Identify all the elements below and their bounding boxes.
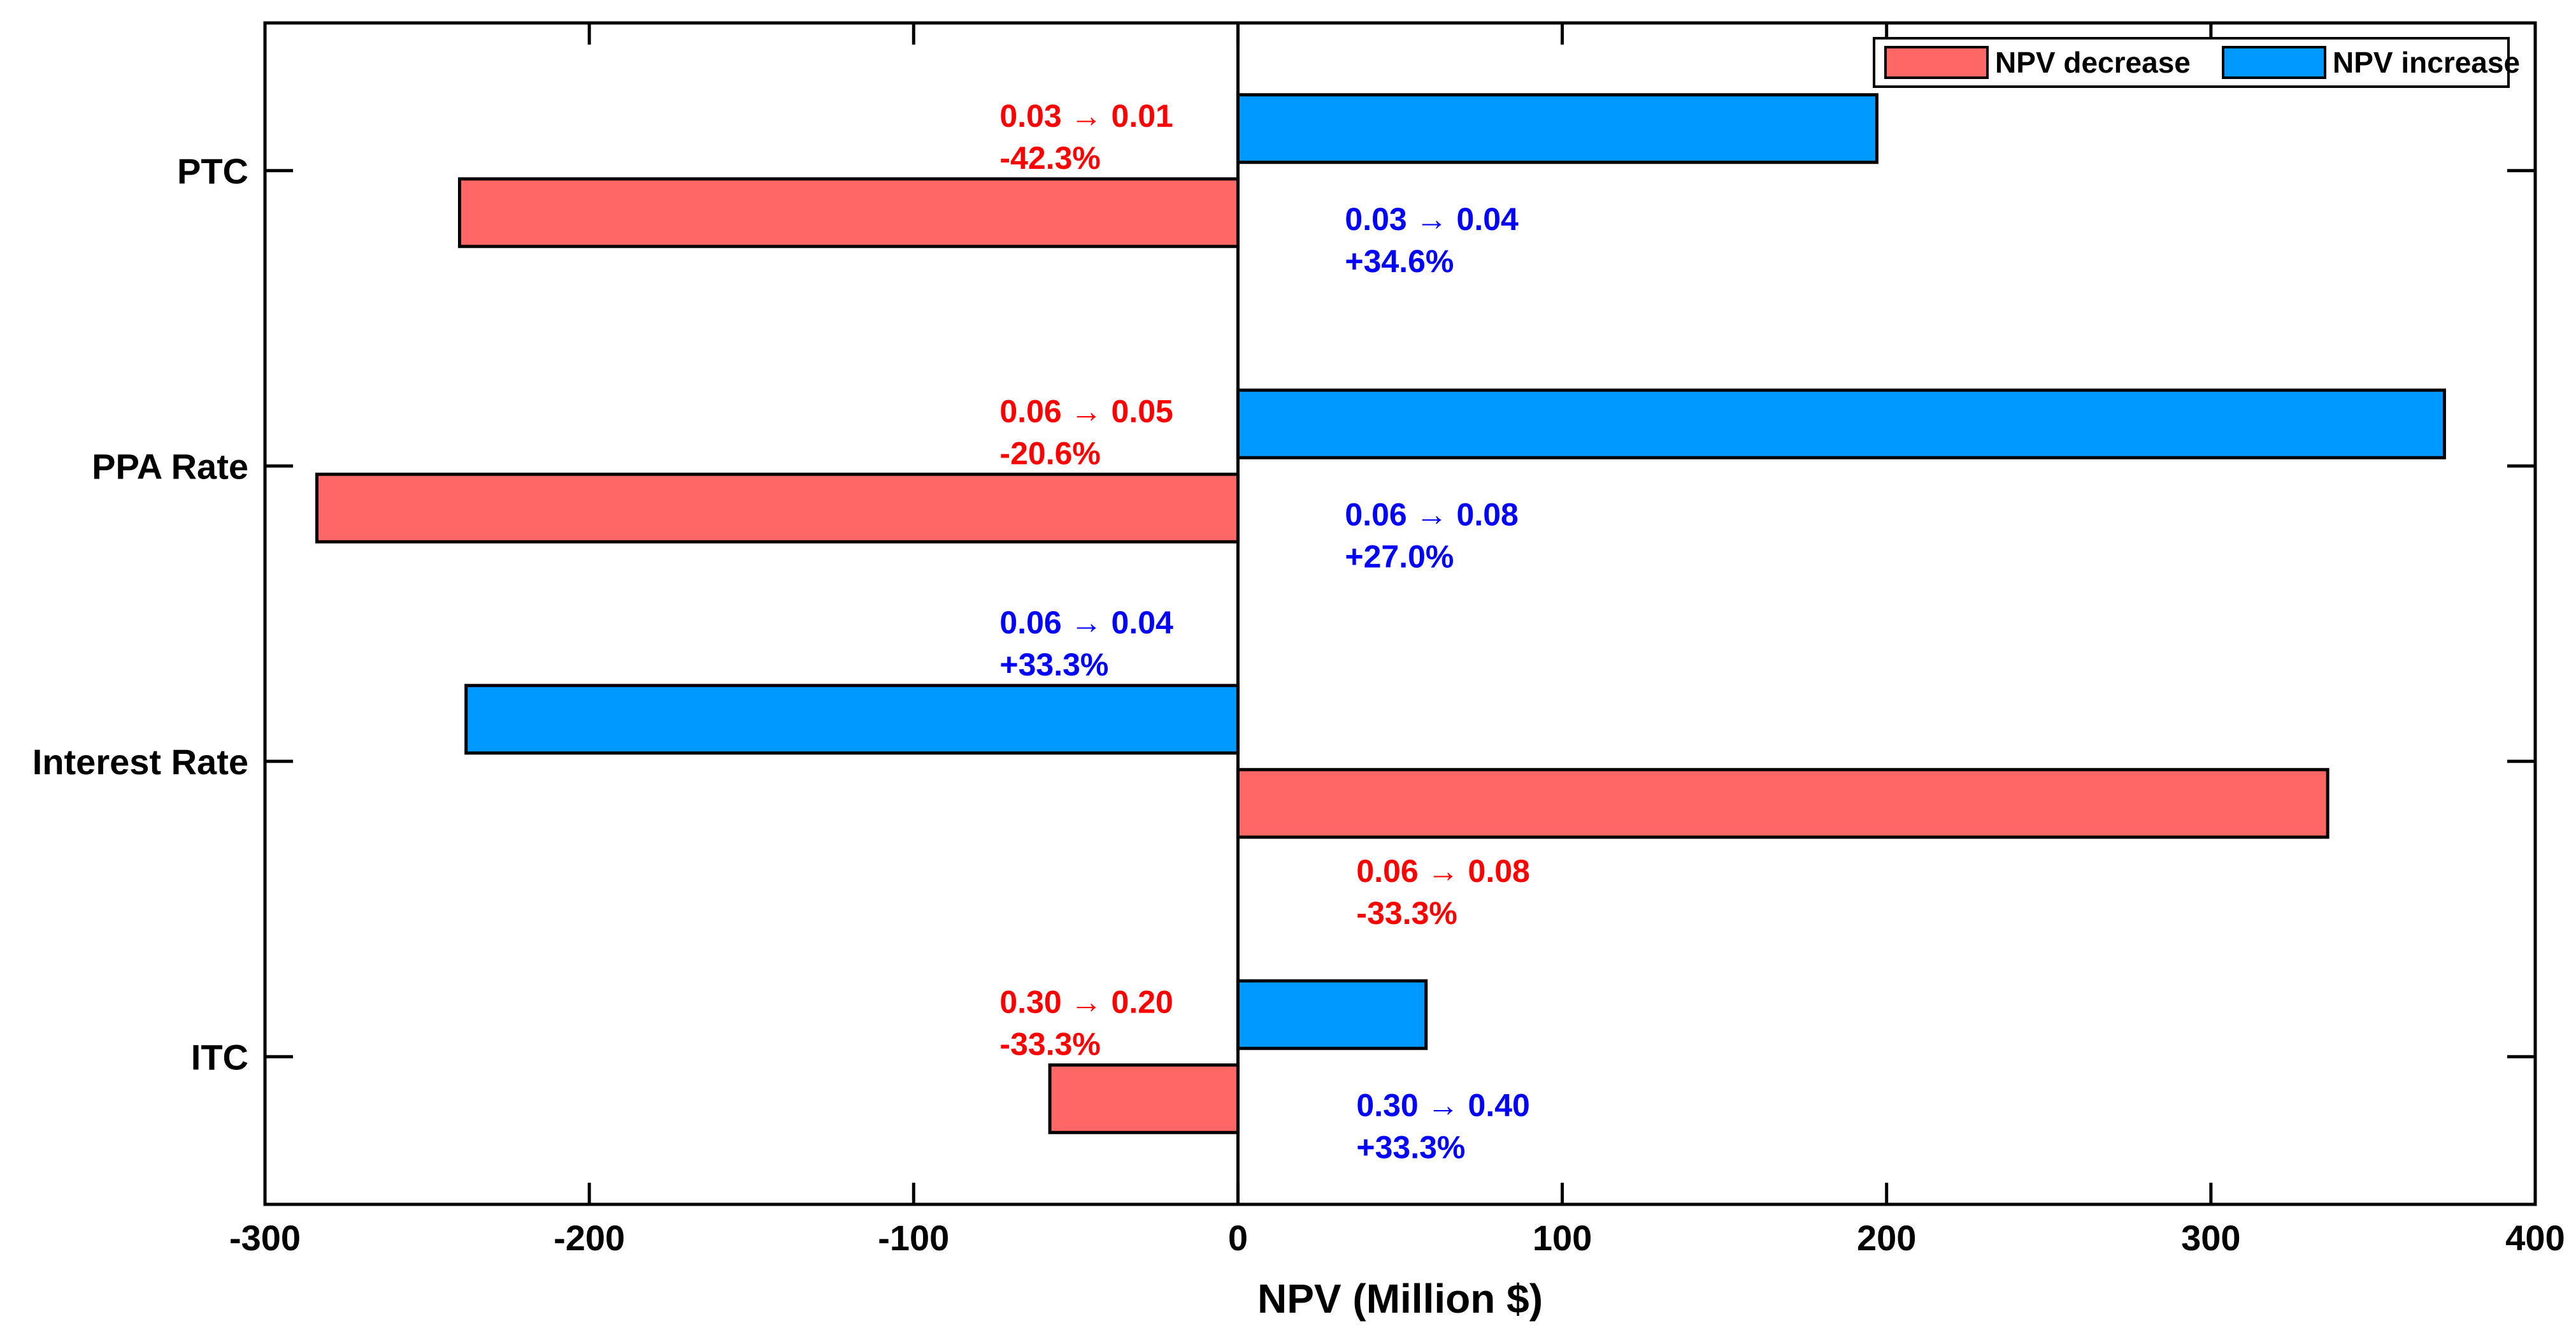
bar-decrease — [315, 472, 1240, 544]
bar-decrease — [1048, 1063, 1240, 1134]
legend-swatch-decrease — [1884, 46, 1989, 79]
x-tick-label: 200 — [1857, 1218, 1916, 1258]
x-tick-label: 400 — [2505, 1218, 2565, 1258]
x-tick-label: 100 — [1533, 1218, 1592, 1258]
bar-annotation-change: 0.03 → 0.01 — [999, 98, 1173, 134]
x-tick-label: -200 — [554, 1218, 625, 1258]
x-tick-label: 300 — [2181, 1218, 2240, 1258]
x-axis-label: NPV (Million $) — [1257, 1276, 1543, 1322]
x-tick-label: -100 — [878, 1218, 949, 1258]
legend-label-decrease: NPV decrease — [1995, 46, 2191, 79]
bar-annotation-percent: -20.6% — [999, 435, 1100, 471]
legend-label-increase: NPV increase — [2333, 46, 2520, 79]
bar-decrease — [1236, 768, 2329, 839]
bars-layer — [315, 93, 2446, 1134]
bar-increase — [1236, 979, 1428, 1050]
y-tick-label: PPA Rate — [92, 446, 248, 486]
bar-decrease — [457, 177, 1240, 249]
bar-annotation-change: 0.03 → 0.04 — [1345, 201, 1519, 237]
bar-annotation-change: 0.06 → 0.05 — [999, 393, 1173, 429]
y-tick-label: Interest Rate — [32, 742, 248, 782]
y-tick-label: ITC — [191, 1037, 248, 1077]
bar-annotation-change: 0.06 → 0.04 — [999, 605, 1173, 640]
y-tick-label: PTC — [177, 151, 248, 191]
bar-annotation-percent: +27.0% — [1345, 538, 1454, 574]
bar-annotation-percent: +33.3% — [1356, 1129, 1465, 1165]
bar-annotation-change: 0.06 → 0.08 — [1356, 853, 1529, 889]
legend: NPV decrease NPV increase — [1873, 37, 2520, 88]
bar-annotation-percent: -33.3% — [999, 1026, 1100, 1062]
labels-layer: 0.03 → 0.04 +34.6% 0.03 → 0.01 -42.3% 0.06 →… — [999, 98, 1529, 1165]
bar-annotation-change: 0.30 → 0.20 — [999, 984, 1173, 1020]
bar-annotation-change: 0.06 → 0.08 — [1345, 496, 1518, 532]
x-tick-label: 0 — [1228, 1218, 1248, 1258]
bar-annotation-percent: -42.3% — [999, 140, 1100, 176]
x-tick-label: -300 — [229, 1218, 301, 1258]
bar-increase — [1236, 93, 1878, 164]
axes-layer: -300 -200 -100 0 100 200 300 400 PTC PPA Rate Inte… — [32, 21, 2565, 1258]
bar-increase — [1236, 388, 2446, 459]
legend-swatch-increase — [2222, 46, 2326, 79]
plot-frame — [263, 21, 2537, 1206]
bar-increase — [464, 684, 1240, 755]
bar-annotation-percent: -33.3% — [1356, 895, 1457, 931]
bar-annotation-percent: +33.3% — [999, 647, 1108, 682]
bar-annotation-percent: +34.6% — [1345, 243, 1454, 279]
bar-annotation-change: 0.30 → 0.40 — [1356, 1087, 1529, 1123]
